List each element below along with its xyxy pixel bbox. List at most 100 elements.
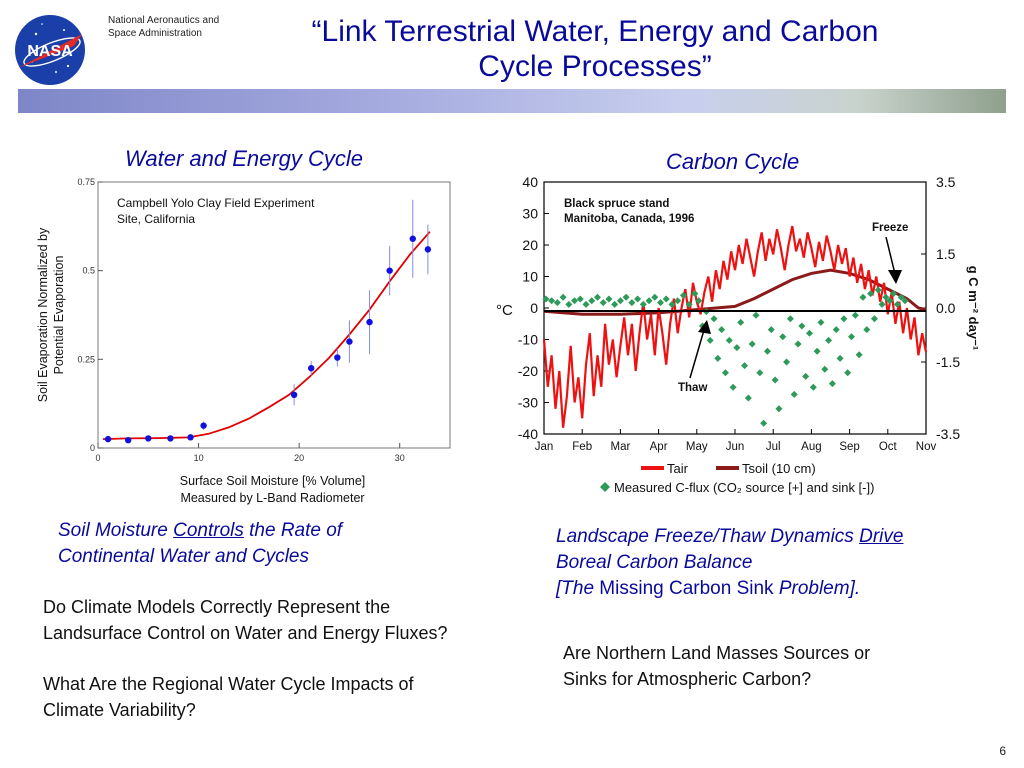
chart1-data-point	[124, 436, 132, 444]
chart2-month-label: Nov	[916, 441, 937, 453]
page-number: 6	[999, 744, 1006, 758]
carbon-finding-line-1: Landscape Freeze/Thaw Dynamics Drive	[556, 524, 996, 550]
chart2-flux-point	[821, 365, 829, 373]
chart2-flux-point	[813, 347, 821, 355]
chart2-flux-point	[851, 311, 859, 319]
chart2-flux-point	[571, 297, 579, 305]
chart2-flux-point	[886, 297, 894, 305]
water-question-2: What Are the Regional Water Cycle Impact…	[43, 671, 533, 723]
carbon-question-line-2: Sinks for Atmospheric Carbon?	[563, 669, 812, 689]
chart2-flux-point	[790, 390, 798, 398]
water-question-2-line-2: Climate Variability?	[43, 700, 196, 720]
chart1-y-tick-label: 0.75	[77, 177, 95, 187]
chart2-flux-point	[737, 318, 745, 326]
chart2-flux-point	[870, 315, 878, 323]
chart2-flux-point	[605, 295, 613, 303]
chart2-flux-point	[721, 369, 729, 377]
thaw-arrow-head	[698, 320, 711, 334]
chart2-flux-point	[695, 297, 703, 305]
chart2-flux-point	[542, 295, 550, 303]
chart1-y-tick-label: 0.5	[82, 266, 95, 276]
chart1-data-point	[167, 435, 174, 442]
chart1-annotation-line-1: Campbell Yolo Clay Field Experiment	[117, 196, 315, 210]
chart2-flux-point	[832, 326, 840, 334]
chart2-left-tick-label: 10	[522, 269, 538, 285]
thaw-arrow-line	[689, 329, 705, 379]
freeze-arrow-line	[885, 236, 896, 275]
chart2-flux-point	[634, 295, 642, 303]
water-cycle-heading: Water and Energy Cycle	[125, 146, 364, 171]
chart2-month-label: May	[686, 441, 708, 453]
legend-flux-swatch	[600, 482, 610, 492]
chart2-flux-point	[779, 333, 787, 341]
chart2-flux-point	[844, 369, 852, 377]
chart1-data-point	[346, 338, 353, 345]
carbon-finding-underlined: Drive	[859, 526, 904, 547]
chart1-annotation-line-2: Site, California	[117, 212, 195, 226]
chart1-data-point	[386, 267, 393, 274]
chart2-flux-point	[651, 293, 659, 301]
chart1-x-tick-label: 20	[294, 453, 304, 463]
water-finding-part-1: Soil Moisture	[58, 520, 174, 541]
chart2-flux-point	[805, 329, 813, 337]
chart2-flux-point	[599, 299, 607, 307]
chart2-flux-point	[674, 297, 682, 305]
chart2-flux-point	[767, 326, 775, 334]
water-finding-line-2: Continental Water and Cycles	[58, 546, 309, 567]
legend-tair-label: Tair	[667, 461, 689, 476]
chart2-flux-point	[706, 336, 714, 344]
chart1-data-point	[290, 391, 298, 398]
chart2-month-label: Feb	[572, 441, 592, 453]
chart2-right-tick-label: 0.0	[936, 300, 956, 316]
chart2-left-axis-label: °C	[496, 302, 513, 319]
chart2-flux-point	[685, 300, 693, 308]
chart1-data-point	[409, 235, 416, 242]
chart2-flux-point	[691, 290, 699, 298]
chart2-left-tick-label: 20	[522, 237, 538, 253]
chart2-left-tick-label: 40	[522, 174, 538, 190]
chart1-x-tick-label: 30	[395, 453, 405, 463]
chart2-flux-point	[798, 322, 806, 330]
chart2-flux-point	[817, 318, 825, 326]
chart2-flux-point	[763, 347, 771, 355]
chart2-annotation-line-2: Manitoba, Canada, 1996	[564, 213, 694, 225]
chart1-y-tick-label: 0.25	[77, 354, 95, 364]
chart2-flux-point	[863, 326, 871, 334]
chart2-flux-point	[622, 293, 630, 301]
water-finding-underlined: Controls	[173, 520, 244, 541]
chart2-flux-point	[855, 351, 863, 359]
chart1-ylabel-line-1: Soil Evaporation Normalized by	[36, 227, 50, 402]
chart2-flux-point	[553, 299, 561, 307]
water-question-2-line-1: What Are the Regional Water Cycle Impact…	[43, 674, 414, 694]
chart2-flux-point	[748, 340, 756, 348]
chart2-flux-point	[786, 315, 794, 323]
chart2-flux-point	[878, 300, 886, 308]
chart1-y-tick-label: 0	[90, 443, 95, 453]
chart1-xlabel-line-1: Surface Soil Moisture [% Volume]	[179, 474, 366, 488]
chart2-annotation-line-1: Black spruce stand	[564, 198, 669, 210]
water-finding-line-1: Soil Moisture Controls the Rate of	[58, 518, 478, 544]
chart2-left-tick-label: 0	[530, 300, 538, 316]
chart2-flux-point	[825, 336, 833, 344]
chart2-flux-point	[836, 354, 844, 362]
chart2-flux-point	[741, 362, 749, 370]
legend-flux-label: Measured C-flux (CO₂ source [+] and sink…	[614, 480, 874, 495]
chart2-flux-point	[657, 299, 665, 307]
chart2-flux-point	[639, 300, 647, 308]
thaw-label: Thaw	[678, 382, 707, 394]
chart2-flux-point	[593, 293, 601, 301]
chart2-flux-point	[867, 290, 875, 298]
chart1-data-point	[145, 435, 152, 442]
chart1-data-point	[424, 246, 432, 253]
legend-tsoil-label: Tsoil (10 cm)	[742, 461, 816, 476]
chart2-flux-point	[897, 293, 905, 301]
chart2-flux-point	[662, 295, 670, 303]
chart2-left-tick-label: -30	[518, 395, 538, 411]
chart1-xlabel-line-2: Measured by L-Band Radiometer	[180, 491, 365, 505]
nasa-logo: NASA	[15, 15, 85, 85]
title-line-2: Cycle Processes”	[478, 50, 712, 83]
chart2-month-label: Aug	[801, 441, 821, 453]
chart2-flux-point	[588, 297, 596, 305]
chart2-left-tick-label: -40	[518, 426, 538, 442]
header-gradient-band	[18, 89, 1006, 113]
